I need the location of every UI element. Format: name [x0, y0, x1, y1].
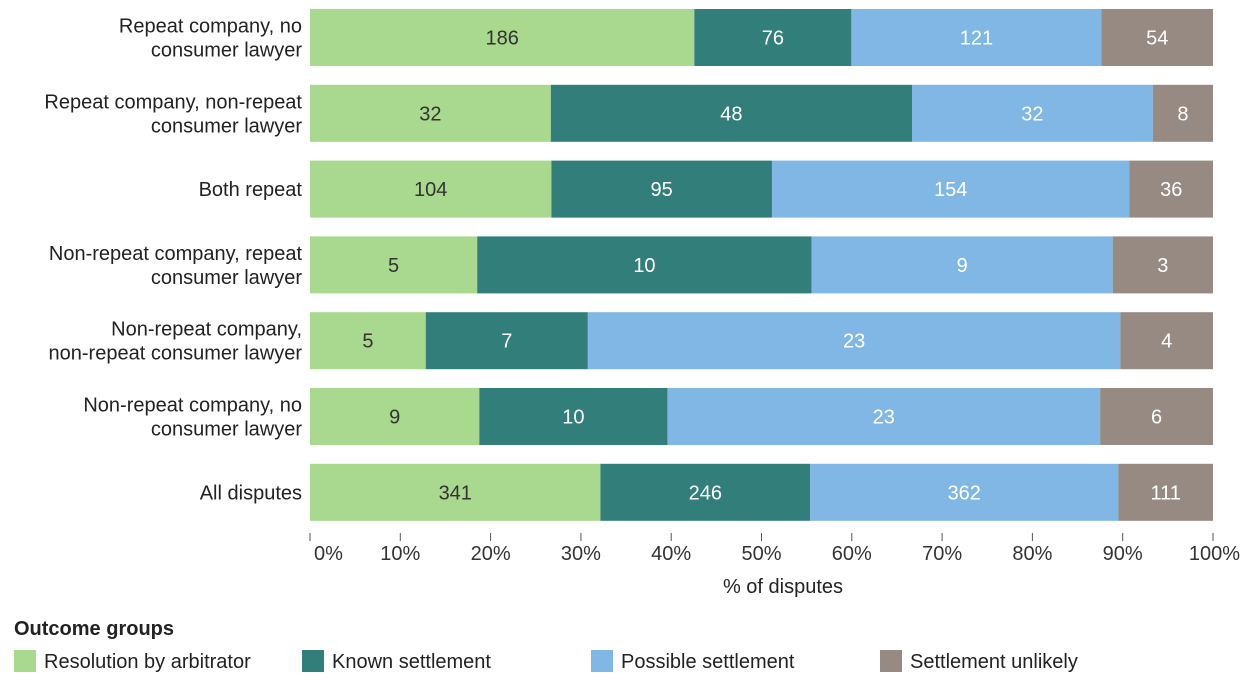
category-label: non-repeat consumer lawyer — [49, 343, 303, 365]
legend-swatch — [591, 650, 613, 672]
category-label: Non-repeat company, no — [83, 395, 302, 417]
bar-value-label: 5 — [388, 255, 399, 277]
legend-label: Resolution by arbitrator — [44, 651, 251, 673]
legend-label: Settlement unlikely — [910, 651, 1078, 673]
bar-segment — [310, 84, 551, 142]
bar-segment — [479, 388, 668, 445]
x-tick-label: 60% — [832, 543, 872, 565]
bar-value-label: 32 — [419, 103, 441, 125]
bar-segment — [310, 160, 552, 218]
x-tick-label: 70% — [922, 543, 962, 565]
bar-value-label: 95 — [651, 179, 673, 201]
bar-value-label: 23 — [843, 331, 865, 353]
legend-title: Outcome groups — [14, 618, 174, 640]
category-label: consumer lawyer — [151, 115, 303, 137]
x-tick-label: 100% — [1189, 543, 1240, 565]
bar-value-label: 48 — [720, 103, 742, 125]
bar-segment — [694, 9, 852, 66]
bar-value-label: 10 — [562, 407, 584, 429]
x-tick-label: 80% — [1012, 543, 1052, 565]
bar-value-label: 32 — [1021, 103, 1043, 125]
bar-segment — [851, 9, 1102, 66]
bar-value-label: 121 — [960, 28, 993, 50]
bar-value-label: 341 — [439, 482, 472, 504]
bar-value-label: 7 — [501, 331, 512, 353]
category-label: Both repeat — [199, 179, 303, 201]
x-tick-label: 30% — [561, 543, 601, 565]
legend: Resolution by arbitrator Known settlement… — [14, 650, 1078, 673]
legend-swatch — [14, 650, 36, 672]
bar-segment — [771, 160, 1130, 218]
bar-segment — [667, 388, 1101, 445]
bar-segment — [425, 312, 588, 370]
bar-value-label: 8 — [1177, 103, 1188, 125]
bar-segment — [1118, 463, 1213, 521]
category-label: Repeat company, no — [119, 16, 302, 38]
legend-swatch — [302, 650, 324, 672]
x-tick-label: 10% — [380, 543, 420, 565]
bar-value-label: 3 — [1157, 255, 1168, 277]
bar-segment — [310, 312, 426, 370]
legend-label: Possible settlement — [621, 651, 795, 673]
bar-segment — [811, 236, 1113, 294]
legend-swatch — [880, 650, 902, 672]
bar-segment — [550, 84, 912, 142]
bar-value-label: 36 — [1160, 179, 1182, 201]
bar-value-label: 4 — [1161, 331, 1172, 353]
bar-segment — [310, 9, 695, 66]
category-label: Repeat company, non-repeat — [44, 91, 302, 113]
category-label: consumer lawyer — [151, 419, 303, 441]
bar-segment — [600, 463, 811, 521]
bar-value-label: 76 — [762, 28, 784, 50]
bar-value-label: 104 — [414, 179, 447, 201]
bar-segment — [310, 463, 601, 521]
bar-segment — [1120, 312, 1213, 370]
bar-segment — [477, 236, 812, 294]
bar-value-label: 5 — [362, 331, 373, 353]
bar-value-label: 9 — [957, 255, 968, 277]
category-label: Non-repeat company, repeat — [49, 243, 303, 265]
bar-value-label: 9 — [389, 407, 400, 429]
bar-segment — [310, 236, 478, 294]
bar-segment — [1112, 236, 1213, 294]
bar-segment — [1129, 160, 1213, 218]
bar-value-label: 362 — [948, 482, 981, 504]
bar-value-label: 154 — [934, 179, 967, 201]
bar-value-label: 54 — [1146, 28, 1168, 50]
x-tick-label: 0% — [314, 543, 343, 565]
bar-segment — [1101, 9, 1213, 66]
bar-segment — [587, 312, 1121, 370]
bar-value-label: 246 — [689, 482, 722, 504]
bar-segment — [1152, 84, 1213, 142]
bar-value-label: 6 — [1151, 407, 1162, 429]
bar-segment — [551, 160, 772, 218]
x-tick-label: 20% — [471, 543, 511, 565]
bar-segment — [1100, 388, 1214, 445]
x-tick-label: 90% — [1103, 543, 1143, 565]
legend-label: Known settlement — [332, 651, 491, 673]
x-tick-label: 50% — [741, 543, 781, 565]
category-label: consumer lawyer — [151, 267, 303, 289]
category-label: Non-repeat company, — [111, 319, 302, 341]
bar-value-label: 111 — [1151, 482, 1181, 504]
bar-segment — [912, 84, 1153, 142]
bar-value-label: 186 — [485, 28, 518, 50]
bar-value-label: 23 — [873, 407, 895, 429]
category-label: All disputes — [200, 482, 302, 504]
bars-area: 186 76 121 54 32 48 32 8 104 95 154 36 5 10 9 3 5 7 23 4 9 10… — [310, 9, 1214, 521]
category-label: consumer lawyer — [151, 40, 303, 62]
x-axis: 0% 10% 20% 30% 40% 50% 60% 70% 80% 90% 100% — [309, 533, 1240, 565]
x-axis-title: % of disputes — [723, 576, 843, 598]
x-tick-label: 40% — [651, 543, 691, 565]
bar-segment — [310, 388, 480, 445]
bar-segment — [810, 463, 1119, 521]
bar-value-label: 10 — [633, 255, 655, 277]
